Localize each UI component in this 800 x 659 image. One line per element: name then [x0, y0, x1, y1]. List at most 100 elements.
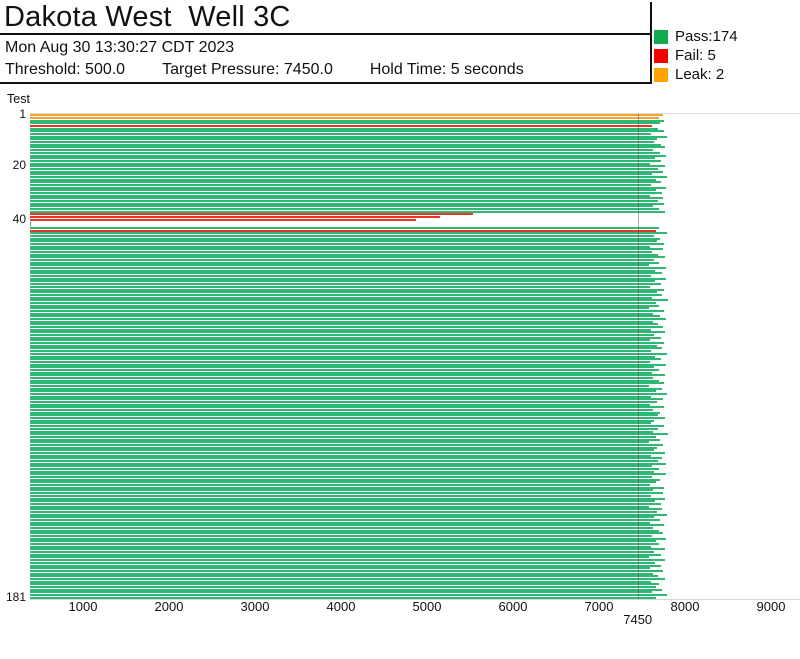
test-bar-4 [30, 122, 661, 125]
test-bar-165 [30, 553, 662, 556]
test-bar-1 [30, 114, 663, 117]
test-bar-173 [30, 575, 659, 578]
test-bar-9 [30, 135, 668, 138]
test-bar-161 [30, 543, 659, 546]
test-bar-160 [30, 540, 656, 543]
test-bar-106 [30, 395, 652, 398]
test-bar-82 [30, 331, 665, 334]
test-bar-145 [30, 500, 655, 503]
test-bar-116 [30, 422, 651, 425]
y-tick-40: 40 [12, 211, 26, 226]
test-bar-152 [30, 518, 660, 521]
test-bar-48 [30, 240, 658, 243]
test-bar-153 [30, 521, 650, 524]
x-tick-3000: 3000 [240, 599, 270, 614]
test-bar-46 [30, 234, 654, 237]
test-bar-109 [30, 403, 651, 406]
test-bar-166 [30, 556, 650, 559]
test-bar-149 [30, 510, 657, 513]
test-bar-70 [30, 299, 668, 302]
test-bar-61 [30, 275, 652, 278]
x-tick-5000: 5000 [412, 599, 442, 614]
test-bar-105 [30, 393, 667, 395]
test-bar-15 [30, 151, 660, 154]
test-bar-151 [30, 516, 654, 519]
test-bar-179 [30, 591, 652, 594]
test-bar-40 [30, 218, 416, 221]
test-bar-137 [30, 478, 660, 481]
test-bar-62 [30, 277, 667, 280]
test-bar-138 [30, 481, 657, 484]
test-bar-28 [30, 186, 666, 189]
test-bar-94 [30, 363, 666, 366]
test-bar-177 [30, 585, 656, 588]
test-bar-21 [30, 167, 658, 170]
legend-row-fail: Fail: 5 [654, 48, 738, 63]
test-bar-98 [30, 374, 666, 377]
test-bar-44 [30, 229, 656, 232]
test-bar-104 [30, 390, 657, 393]
test-bar-7 [30, 130, 664, 133]
plot-area [30, 113, 800, 600]
test-bar-134 [30, 470, 655, 473]
test-bar-162 [30, 545, 652, 548]
test-bar-97 [30, 371, 652, 374]
test-bar-31 [30, 194, 650, 197]
test-bar-24 [30, 175, 668, 178]
legend: Pass:174 Fail: 5 Leak: 2 [654, 29, 738, 82]
test-bar-68 [30, 293, 663, 296]
test-bar-57 [30, 264, 649, 267]
target-pressure-tick-label: 7450 [623, 612, 653, 627]
test-bar-91 [30, 355, 656, 358]
x-tick-7000: 7000 [584, 599, 614, 614]
test-bar-52 [30, 250, 653, 253]
x-tick-6000: 6000 [498, 599, 528, 614]
test-bar-3 [30, 119, 664, 122]
test-bar-176 [30, 583, 660, 586]
test-bar-25 [30, 178, 656, 181]
test-bar-18 [30, 159, 661, 162]
test-bar-99 [30, 376, 654, 379]
test-bar-127 [30, 451, 665, 454]
test-bar-19 [30, 162, 651, 165]
test-bar-63 [30, 280, 655, 283]
test-bar-36 [30, 208, 660, 211]
test-bar-180 [30, 593, 667, 596]
test-bar-10 [30, 138, 658, 141]
test-bar-75 [30, 312, 654, 315]
test-bar-29 [30, 189, 657, 192]
test-bar-87 [30, 344, 657, 347]
test-bar-54 [30, 256, 665, 259]
test-bar-42 [30, 224, 31, 227]
test-bar-121 [30, 435, 656, 438]
test-bar-174 [30, 577, 666, 580]
test-bar-77 [30, 317, 666, 320]
test-parameters: Threshold: 500.0 Target Pressure: 7450.0… [5, 61, 524, 79]
test-bar-154 [30, 524, 665, 527]
x-tick-8000: 8000 [670, 599, 700, 614]
test-bar-181 [30, 596, 657, 599]
test-bar-146 [30, 502, 661, 505]
test-bar-2 [30, 117, 660, 120]
test-bar-178 [30, 588, 663, 591]
test-bar-72 [30, 304, 659, 307]
test-bar-148 [30, 508, 663, 511]
pass-count-label: Pass:174 [675, 28, 738, 45]
header-right-border [650, 2, 652, 84]
leak-count-label: Leak: 2 [675, 66, 725, 83]
test-bar-43 [30, 226, 659, 229]
test-bar-133 [30, 468, 659, 471]
test-bar-123 [30, 441, 650, 444]
test-bar-139 [30, 484, 650, 487]
test-bar-76 [30, 315, 660, 318]
test-bar-51 [30, 248, 663, 251]
test-bar-171 [30, 569, 663, 572]
x-tick-9000: 9000 [756, 599, 786, 614]
test-bar-135 [30, 473, 667, 476]
test-bar-78 [30, 320, 653, 323]
y-tick-1: 1 [19, 107, 26, 122]
test-bar-89 [30, 350, 652, 353]
test-bar-65 [30, 285, 650, 288]
test-bar-103 [30, 387, 663, 390]
